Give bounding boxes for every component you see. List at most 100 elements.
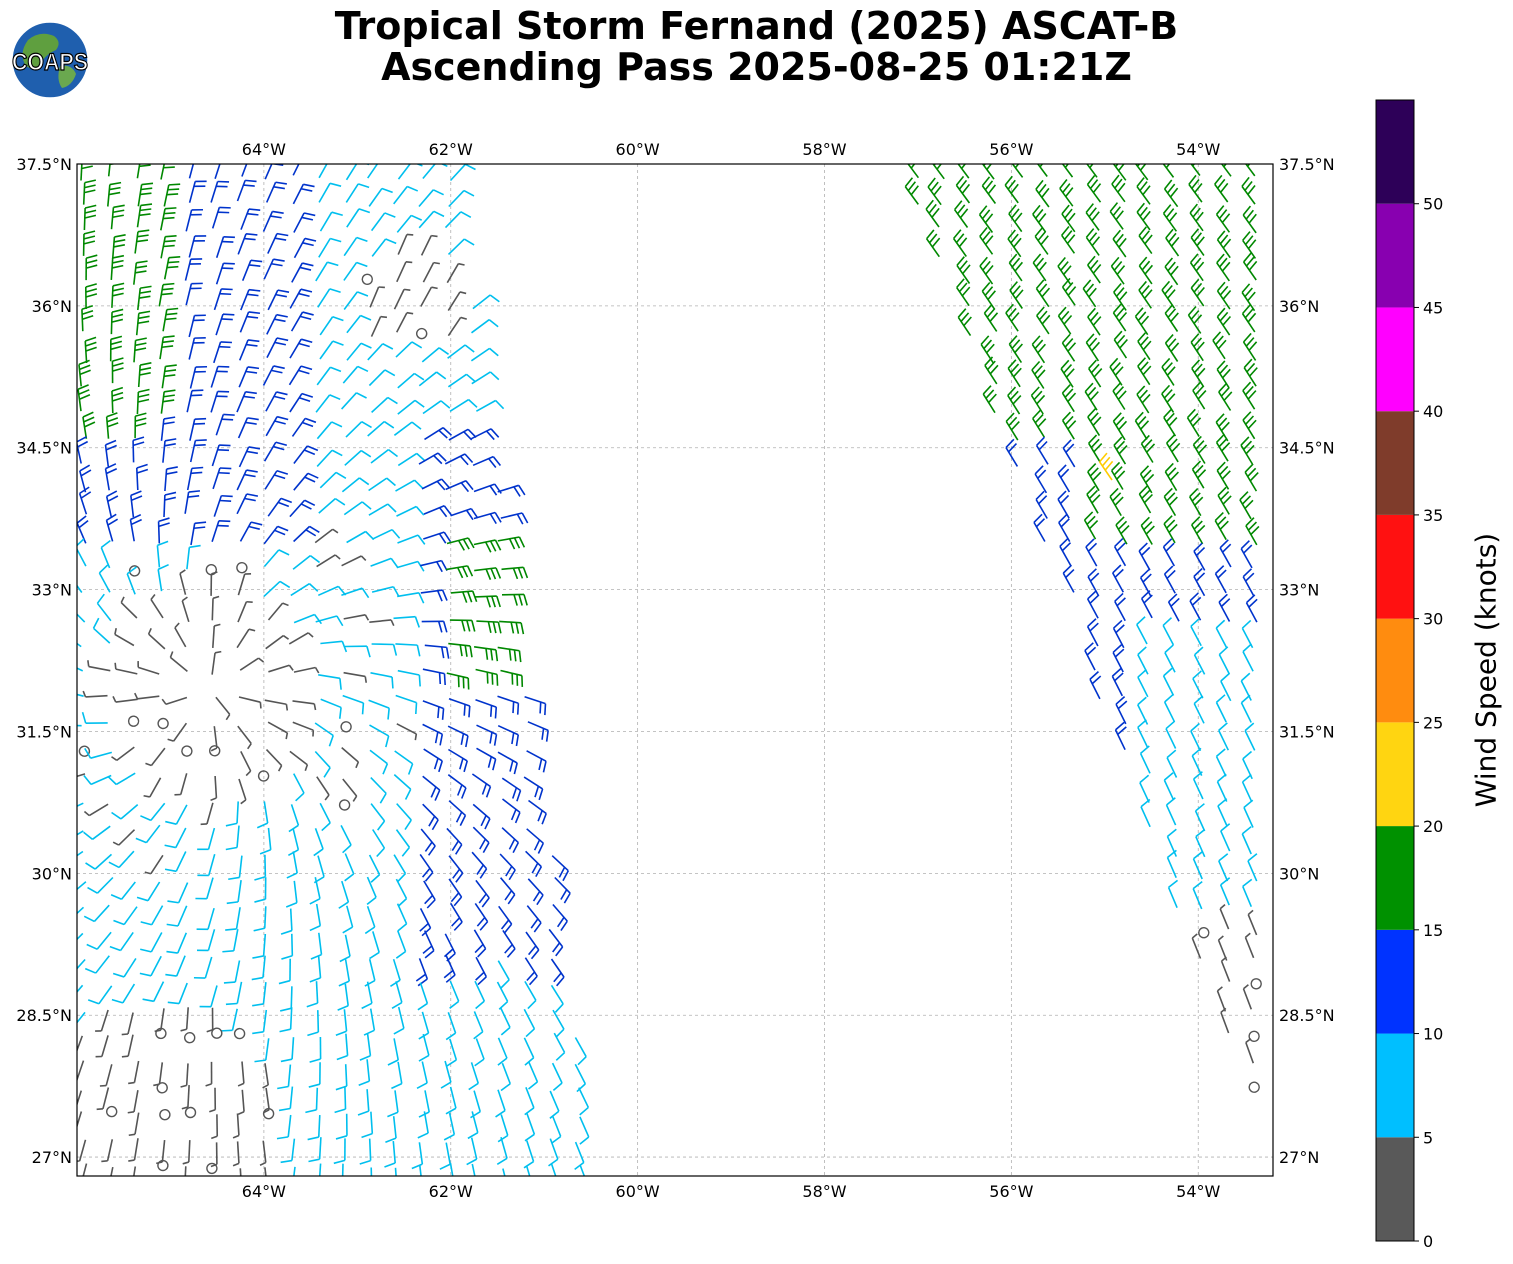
wind-barb (925, 199, 940, 228)
wind-barb (1162, 667, 1175, 696)
wind-barb (449, 398, 478, 412)
wind-barb (1140, 516, 1155, 545)
wind-barb (180, 1063, 189, 1088)
wind-barb (1084, 382, 1099, 411)
wind-barb (267, 721, 289, 740)
colorbar-tick-label: 25 (1423, 713, 1443, 732)
wind-barb (129, 513, 142, 542)
wind-barb (444, 211, 472, 229)
wind-barb (104, 439, 117, 467)
axis-ticks: 64°W 64°W 62°W 62°W 60°W 60°W 58°W 58°W 56°W 56°W… (16, 140, 1334, 1201)
wind-barb (77, 574, 83, 593)
wind-barb (476, 620, 502, 634)
wind-barb (1111, 668, 1124, 697)
wind-barb (471, 319, 499, 334)
wind-barb (983, 303, 999, 332)
wind-barb (1087, 568, 1100, 597)
wind-barb (497, 484, 526, 497)
lon-tick-label-bottom: 56°W (989, 1182, 1033, 1201)
lon-tick-label-bottom: 54°W (1176, 1182, 1220, 1201)
wind-barb (197, 853, 216, 877)
wind-barb (315, 615, 344, 627)
wind-barb (979, 227, 994, 255)
wind-barb (77, 932, 84, 950)
wind-barb (307, 1010, 320, 1037)
wind-barb (1140, 798, 1151, 828)
wind-barb (346, 342, 372, 361)
wind-barb (370, 212, 396, 232)
colorbar-bin (1376, 826, 1414, 930)
wind-barb (475, 699, 498, 719)
wind-barb (1062, 564, 1075, 593)
wind-barb (1248, 1081, 1260, 1093)
wind-barb (254, 877, 267, 903)
wind-barb (83, 204, 97, 231)
wind-barb (213, 288, 233, 311)
wind-barb (397, 669, 421, 687)
wind-barb (1245, 594, 1258, 623)
wind-barb (1216, 773, 1228, 802)
wind-barb (440, 1060, 452, 1089)
wind-barb (551, 1062, 563, 1092)
wind-barb (526, 828, 545, 854)
wind-barb (236, 391, 257, 413)
wind-barb (1061, 277, 1077, 306)
wind-barb (1248, 1030, 1260, 1043)
wind-barb (1219, 539, 1232, 568)
wind-barb (1241, 304, 1257, 333)
wind-barb (395, 829, 411, 857)
wind-barb (524, 1113, 536, 1142)
wind-barb (200, 802, 214, 826)
wind-barb (423, 748, 443, 773)
wind-barb (193, 956, 213, 979)
wind-barb (393, 185, 419, 205)
wind-barb (160, 416, 176, 441)
wind-barb (211, 1027, 223, 1039)
wind-barb (1164, 304, 1179, 332)
colorbar-tick-label: 30 (1423, 610, 1443, 629)
wind-barb (265, 634, 290, 650)
wind-barb (308, 1137, 322, 1163)
wind-barb (1111, 174, 1126, 203)
wind-barb (448, 189, 475, 208)
wind-barb (524, 1087, 535, 1116)
wind-barb (85, 254, 98, 281)
wind-barb (956, 278, 971, 307)
wind-barb (446, 827, 463, 855)
wind-barb (1162, 617, 1175, 646)
wind-barb (254, 1038, 270, 1063)
wind-barb (1007, 386, 1022, 415)
wind-barb (1137, 357, 1152, 386)
wind-barb (1138, 226, 1153, 255)
wind-barb (316, 366, 342, 386)
wind-barb (1187, 305, 1203, 334)
wind-barb (500, 512, 529, 525)
title-line-1: Tropical Storm Fernand (2025) ASCAT-B (334, 4, 1179, 48)
wind-barb (366, 876, 377, 906)
wind-barb (524, 695, 547, 716)
wind-barb (133, 260, 148, 285)
wind-barb (1191, 747, 1203, 776)
wind-barb (550, 984, 564, 1013)
wind-barb (263, 580, 291, 597)
wind-barb (391, 1061, 403, 1090)
wind-barb (499, 620, 525, 635)
wind-barb (448, 878, 463, 907)
wind-barb (238, 696, 262, 709)
wind-barb (1083, 511, 1099, 540)
wind-barb (179, 569, 187, 595)
lat-tick-label-right: 37.5°N (1279, 155, 1335, 174)
wind-barb (1033, 513, 1046, 542)
wind-barb (174, 622, 187, 648)
wind-barb (980, 335, 995, 364)
wind-barb (293, 472, 319, 491)
wind-barb (164, 827, 187, 849)
wind-barb (211, 444, 231, 467)
wind-barb (159, 335, 175, 360)
wind-barb (130, 490, 143, 518)
wind-barb (140, 905, 164, 926)
wind-barb (155, 1027, 167, 1040)
wind-barb (109, 335, 123, 362)
wind-barb (77, 1035, 84, 1057)
wind-barb (396, 803, 412, 831)
